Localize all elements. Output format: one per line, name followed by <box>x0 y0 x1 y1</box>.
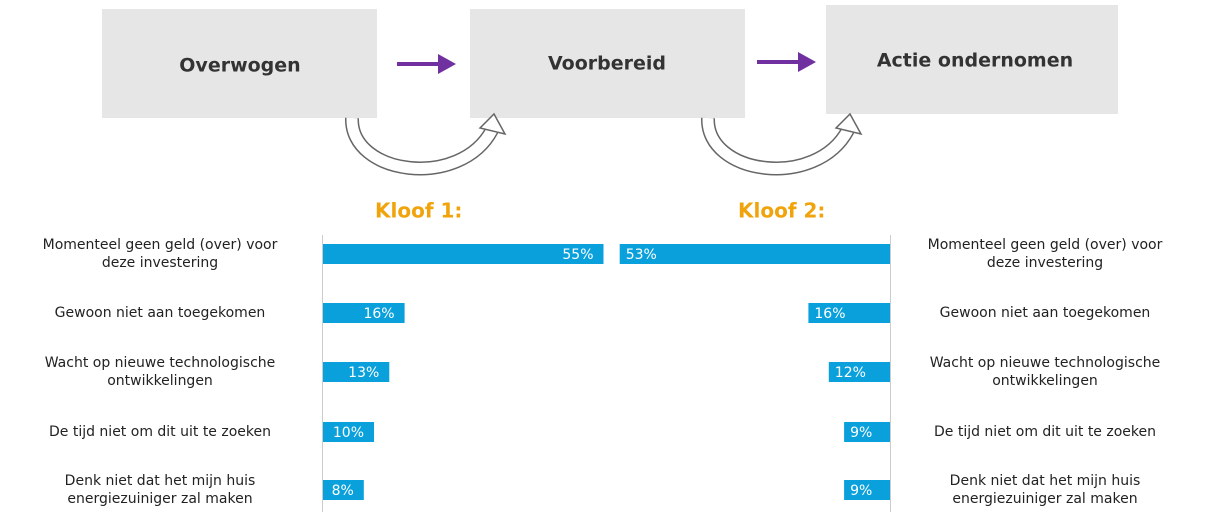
category-label: Denk niet dat het mijn huis energiezuinig… <box>65 473 256 507</box>
bar <box>844 480 890 500</box>
stage-label: Voorbereid <box>548 53 666 75</box>
bar <box>323 422 374 442</box>
value-label: 8% <box>332 483 354 499</box>
bar <box>619 244 890 264</box>
stage-box <box>826 5 1118 114</box>
value-label: 53% <box>626 247 657 263</box>
bar <box>323 362 390 382</box>
flow-arrows <box>397 52 816 74</box>
value-label: 12% <box>835 365 866 381</box>
bar <box>323 303 405 323</box>
bar <box>323 480 364 500</box>
value-label: 9% <box>850 425 872 441</box>
value-label: 16% <box>363 306 394 322</box>
category-label: Momenteel geen geld (over) voor deze inve… <box>928 237 1163 271</box>
stage-box <box>470 9 745 118</box>
bar <box>828 362 890 382</box>
category-label: Momenteel geen geld (over) voor deze inve… <box>43 237 278 271</box>
category-label: Wacht op nieuwe technologische ontwikkeli… <box>45 355 276 389</box>
category-label: De tijd niet om dit uit te zoeken <box>49 424 271 440</box>
curved-arrows <box>344 112 863 176</box>
category-label: Wacht op nieuwe technologische ontwikkeli… <box>930 355 1161 389</box>
value-label: 13% <box>348 365 379 381</box>
bar <box>323 244 604 264</box>
chart-title: Kloof 2: <box>738 199 825 223</box>
category-label: De tijd niet om dit uit te zoeken <box>934 424 1156 440</box>
stage-label: Actie ondernomen <box>877 50 1073 72</box>
value-label: 10% <box>333 425 364 441</box>
stage-label: Overwogen <box>179 55 300 77</box>
stage-box <box>102 9 377 118</box>
bar <box>844 422 890 442</box>
bar <box>808 303 890 323</box>
chart-title: Kloof 1: <box>375 199 462 223</box>
value-label: 9% <box>850 483 872 499</box>
category-label: Gewoon niet aan toegekomen <box>55 305 266 321</box>
value-label: 16% <box>814 306 845 322</box>
value-label: 55% <box>562 247 593 263</box>
category-label: Gewoon niet aan toegekomen <box>940 305 1151 321</box>
category-label: Denk niet dat het mijn huis energiezuinig… <box>950 473 1141 507</box>
